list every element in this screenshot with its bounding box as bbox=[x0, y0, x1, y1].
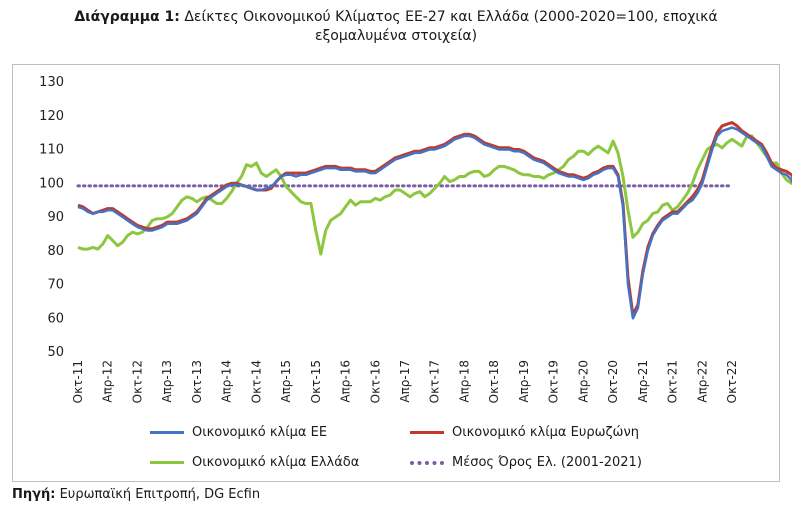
x-tick-label: Απρ-13 bbox=[160, 360, 174, 403]
x-tick-label: Οκτ-11 bbox=[71, 360, 85, 403]
chart-title: Διάγραμμα 1: Δείκτες Οικονομικού Κλίματο… bbox=[40, 8, 752, 46]
chart-title-prefix: Διάγραμμα 1: bbox=[74, 9, 180, 25]
x-tick-label: Απρ-19 bbox=[517, 360, 531, 403]
y-tick-label: 110 bbox=[39, 143, 64, 158]
legend-swatch-euro bbox=[410, 431, 444, 434]
series-line-eu bbox=[77, 126, 792, 320]
x-tick-label: Οκτ-21 bbox=[666, 360, 680, 403]
x-tick-label: Οκτ-20 bbox=[606, 360, 620, 403]
x-tick-label: Οκτ-19 bbox=[547, 360, 561, 403]
legend-swatch-avg bbox=[410, 460, 444, 465]
x-tick-label: Οκτ-12 bbox=[130, 360, 144, 403]
x-tick-label: Απρ-18 bbox=[457, 360, 471, 403]
y-tick-label: 90 bbox=[47, 210, 64, 225]
x-tick-label: Απρ-21 bbox=[636, 360, 650, 403]
x-tick-label: Απρ-14 bbox=[220, 360, 234, 403]
legend-label-greece: Οικονομικό κλίμα Ελλάδα bbox=[192, 455, 360, 470]
x-tick-label: Οκτ-17 bbox=[428, 360, 442, 403]
legend-swatch-eu bbox=[150, 431, 184, 434]
x-tick-label: Απρ-12 bbox=[101, 360, 115, 403]
x-tick-label: Απρ-20 bbox=[576, 360, 590, 403]
chart-frame bbox=[12, 64, 780, 482]
x-tick-label: Οκτ-22 bbox=[725, 360, 739, 403]
legend-label-eu: Οικονομικό κλίμα ΕΕ bbox=[192, 425, 328, 440]
y-tick-label: 100 bbox=[39, 176, 64, 191]
legend-label-avg: Μέσος Όρος Ελ. (2001-2021) bbox=[452, 455, 642, 470]
legend-item-greece: Οικονομικό κλίμα Ελλάδα bbox=[150, 455, 359, 470]
series-line-euro bbox=[77, 121, 792, 317]
x-tick-label: Οκτ-18 bbox=[487, 360, 501, 403]
x-tick-label: Οκτ-14 bbox=[249, 360, 263, 403]
y-tick-label: 120 bbox=[39, 109, 64, 124]
y-tick-label: 130 bbox=[39, 75, 64, 90]
legend-item-euro: Οικονομικό κλίμα Ευρωζώνη bbox=[410, 425, 639, 440]
legend-item-eu: Οικονομικό κλίμα ΕΕ bbox=[150, 425, 327, 440]
legend-swatch-greece bbox=[150, 461, 184, 464]
x-tick-label: Απρ-16 bbox=[339, 360, 353, 403]
x-tick-label: Οκτ-13 bbox=[190, 360, 204, 403]
series-line-greece bbox=[77, 134, 792, 256]
x-tick-label: Απρ-15 bbox=[279, 360, 293, 403]
x-tick-label: Οκτ-15 bbox=[309, 360, 323, 403]
y-tick-label: 80 bbox=[47, 244, 64, 259]
source-text: Ευρωπαϊκή Επιτροπή, DG Ecfin bbox=[55, 487, 261, 502]
y-tick-label: 50 bbox=[47, 345, 64, 360]
y-tick-label: 60 bbox=[47, 311, 64, 326]
source-label: Πηγή: bbox=[12, 487, 56, 502]
x-tick-label: Οκτ-16 bbox=[368, 360, 382, 403]
source-note: Πηγή: Ευρωπαϊκή Επιτροπή, DG Ecfin bbox=[12, 487, 260, 502]
legend-item-avg: Μέσος Όρος Ελ. (2001-2021) bbox=[410, 455, 642, 470]
x-tick-label: Απρ-22 bbox=[695, 360, 709, 403]
x-tick-label: Απρ-17 bbox=[398, 360, 412, 403]
legend-label-euro: Οικονομικό κλίμα Ευρωζώνη bbox=[452, 425, 639, 440]
y-tick-label: 70 bbox=[47, 278, 64, 293]
chart-title-text: Δείκτες Οικονομικού Κλίματος ΕΕ-27 και Ε… bbox=[179, 9, 718, 44]
